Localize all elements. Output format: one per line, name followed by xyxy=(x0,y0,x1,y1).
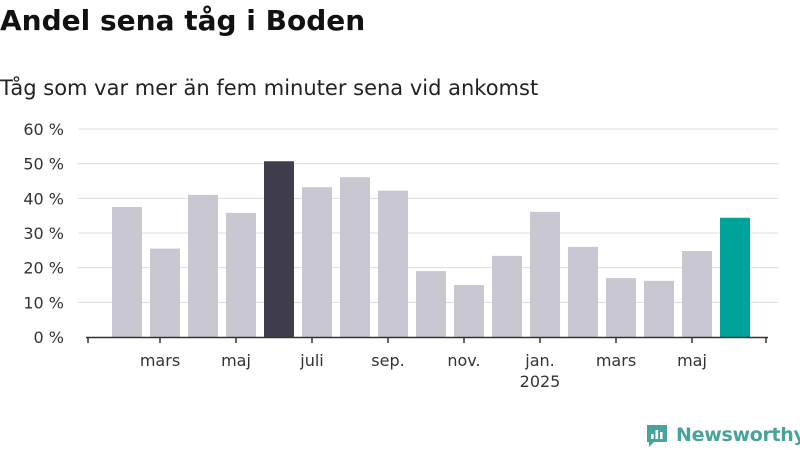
y-tick-label: 10 % xyxy=(23,293,64,312)
newsworthy-logo: Newsworthy xyxy=(644,420,800,450)
y-tick-label: 40 % xyxy=(23,189,64,208)
y-tick-label: 20 % xyxy=(23,259,64,278)
brand-name: Newsworthy xyxy=(676,424,800,446)
x-tick-year-label: 2025 xyxy=(520,372,561,391)
newsworthy-logo-icon xyxy=(647,425,667,447)
x-tick-label: maj xyxy=(677,351,707,370)
y-tick-label: 0 % xyxy=(34,328,64,347)
bar-2024-03 xyxy=(150,248,180,337)
chart-subtitle: Tåg som var mer än fem minuter sena vid … xyxy=(0,76,539,100)
bar-2024-09 xyxy=(378,190,408,337)
x-tick-label: nov. xyxy=(447,351,480,370)
x-tick-label: sep. xyxy=(371,351,404,370)
bar-2024-04 xyxy=(188,194,218,337)
x-tick-label: maj xyxy=(221,351,251,370)
bar-2024-11 xyxy=(454,285,484,337)
bar-2024-06 xyxy=(264,161,294,337)
x-tick-label: mars xyxy=(596,351,636,370)
bar-2025-02 xyxy=(568,246,598,337)
bar-2025-05 xyxy=(682,251,712,337)
bar-2025-06 xyxy=(720,217,750,337)
chart-title: Andel sena tåg i Boden xyxy=(0,4,366,37)
bar-2024-12 xyxy=(492,255,522,337)
x-tick-label: mars xyxy=(140,351,180,370)
bar-2025-03 xyxy=(606,278,636,337)
bar-2024-08 xyxy=(340,177,370,337)
x-tick-label: jan. xyxy=(524,351,554,370)
bar-2024-07 xyxy=(302,187,332,337)
bar-2025-01 xyxy=(530,211,560,337)
bar-2024-05 xyxy=(226,212,256,337)
bar-2025-04 xyxy=(644,280,674,337)
y-tick-label: 50 % xyxy=(23,155,64,174)
bar-2024-02 xyxy=(112,207,142,337)
bar-2024-10 xyxy=(416,271,446,337)
y-tick-label: 30 % xyxy=(23,224,64,243)
bar-chart: 0 % 10 % 20 % 30 % 40 % 50 % 60 % mars maj juli se… xyxy=(23,120,778,391)
y-tick-label: 60 % xyxy=(23,120,64,139)
x-tick-label: juli xyxy=(299,351,323,370)
